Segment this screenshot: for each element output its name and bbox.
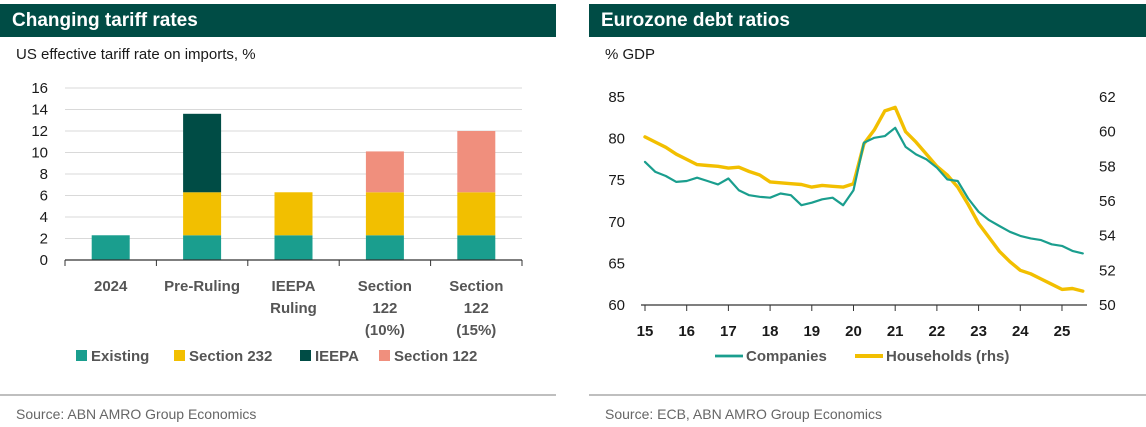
y-tick-label: 2 (40, 231, 48, 248)
x-tick-label: 16 (678, 323, 695, 340)
x-category-label: Section (358, 278, 412, 295)
y-left-tick-label: 80 (608, 131, 625, 148)
y-tick-label: 8 (40, 166, 48, 183)
y-tick-label: 0 (40, 252, 48, 269)
debt-divider (589, 394, 1146, 396)
legend-label: Existing (91, 348, 149, 365)
y-left-tick-label: 75 (608, 172, 625, 189)
tariff-divider (0, 394, 556, 396)
y-left-tick-label: 65 (608, 255, 625, 272)
x-tick-label: 15 (637, 323, 654, 340)
x-category-label: Pre-Ruling (164, 278, 240, 295)
y-right-tick-label: 58 (1099, 158, 1116, 175)
bar-ieepa (183, 113, 222, 193)
y-right-tick-label: 62 (1099, 89, 1116, 106)
y-left-tick-label: 60 (608, 297, 625, 314)
x-category-label: 2024 (94, 278, 128, 295)
y-tick-label: 4 (40, 209, 48, 226)
tariff-bar-chart: 0 2 4 6 8 10 12 14 16 2024 Pre-Ruling IEEPA Ruling Se… (31, 80, 523, 365)
tariff-chart-panel: Changing tariff rates US effective tarif… (0, 0, 556, 427)
x-category-label: Ruling (270, 300, 317, 317)
legend-swatch (379, 350, 390, 361)
legend-label: Section 122 (394, 348, 477, 365)
line-households-rhs (643, 105, 1085, 293)
x-category-label: (15%) (456, 322, 496, 339)
line-companies (643, 126, 1084, 255)
x-tick-label: 22 (929, 323, 946, 340)
tariff-chart-subtitle: US effective tariff rate on imports, % (16, 46, 256, 63)
legend-label: Households (rhs) (886, 348, 1009, 365)
y-right-tick-label: 54 (1099, 228, 1116, 245)
bar-existing (183, 235, 222, 260)
y-right-tick-label: 60 (1099, 124, 1116, 141)
tariff-chart-title: Changing tariff rates (0, 4, 556, 37)
y-left-tick-label: 70 (608, 214, 625, 231)
x-category-label: Section (449, 278, 503, 295)
debt-source: Source: ECB, ABN AMRO Group Economics (605, 406, 882, 422)
bar-section-232 (457, 192, 496, 236)
x-tick-label: 24 (1012, 323, 1029, 340)
y-right-tick-label: 50 (1099, 297, 1116, 314)
bar-existing (274, 235, 313, 260)
bar-section-232 (274, 192, 313, 236)
tariff-source: Source: ABN AMRO Group Economics (16, 406, 257, 422)
x-tick-label: 25 (1054, 323, 1071, 340)
x-category-label: IEEPA (272, 278, 316, 295)
bar-existing (91, 235, 130, 260)
x-tick-label: 19 (803, 323, 820, 340)
bar-section-232 (365, 192, 404, 236)
y-right-tick-label: 56 (1099, 193, 1116, 210)
y-tick-label: 10 (31, 145, 48, 162)
debt-chart-title: Eurozone debt ratios (589, 4, 1146, 37)
legend-label: Companies (746, 348, 827, 365)
legend-label: IEEPA (315, 348, 359, 365)
y-right-tick-label: 52 (1099, 262, 1116, 279)
legend-swatch (174, 350, 185, 361)
x-category-label: 122 (372, 300, 397, 317)
x-tick-label: 17 (720, 323, 737, 340)
x-category-label: 122 (464, 300, 489, 317)
debt-line-chart: 60 65 70 75 80 85 50 52 54 56 58 60 62 15 16 17 18 19 20 21… (608, 89, 1116, 365)
x-tick-label: 20 (845, 323, 862, 340)
legend-label: Section 232 (189, 348, 272, 365)
y-tick-label: 14 (31, 102, 48, 119)
y-left-tick-label: 85 (608, 89, 625, 106)
y-tick-label: 12 (31, 123, 48, 140)
x-tick-label: 23 (970, 323, 987, 340)
y-tick-label: 6 (40, 188, 48, 205)
x-tick-label: 18 (762, 323, 779, 340)
bar-existing (365, 235, 404, 260)
bar-section-232 (183, 192, 222, 236)
bar-existing (457, 235, 496, 260)
legend-swatch (300, 350, 311, 361)
legend-swatch (76, 350, 87, 361)
debt-chart-subtitle: % GDP (605, 46, 656, 63)
y-tick-label: 16 (31, 80, 48, 97)
bar-section-122 (365, 151, 404, 193)
x-tick-label: 21 (887, 323, 904, 340)
debt-chart-panel: Eurozone debt ratios % GDP 60 65 70 75 80 85 5… (589, 0, 1146, 427)
bar-section-122 (457, 131, 496, 193)
x-category-label: (10%) (365, 322, 405, 339)
